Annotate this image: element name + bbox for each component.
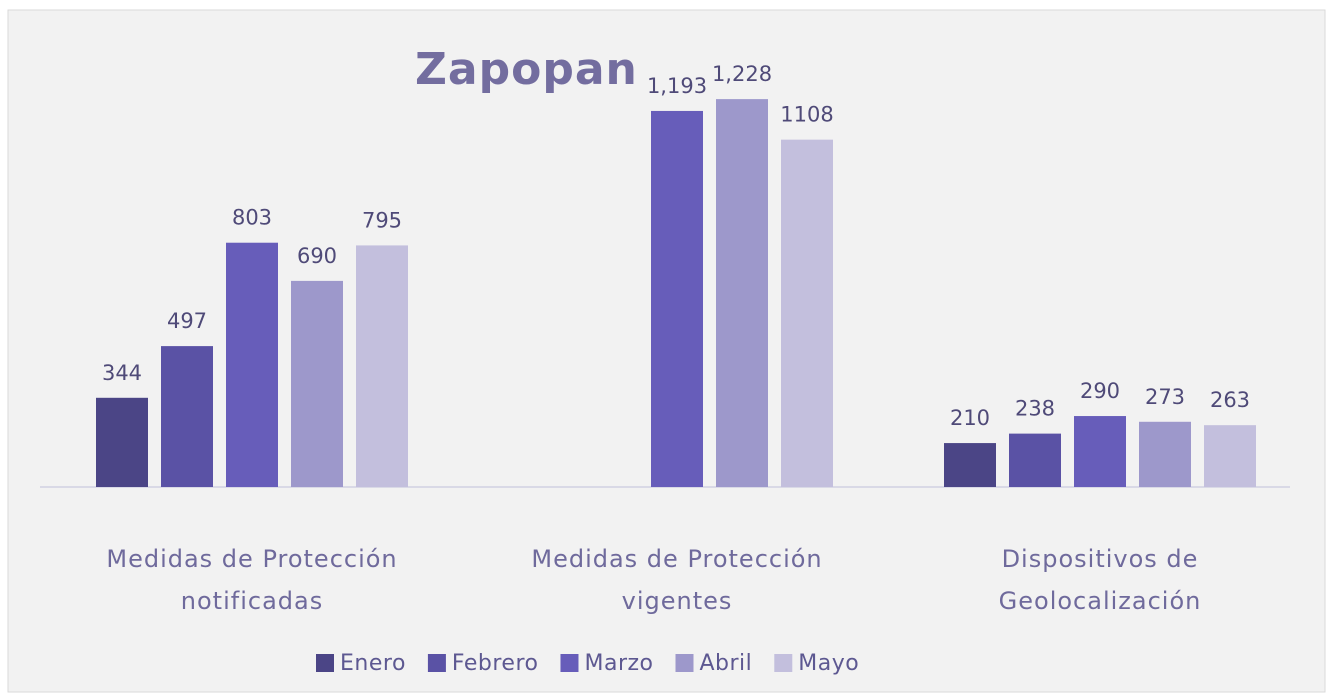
legend-swatch xyxy=(560,654,579,672)
bar xyxy=(356,245,408,487)
legend-swatch xyxy=(774,654,793,672)
bar xyxy=(96,397,148,487)
legend-swatch xyxy=(316,654,334,672)
legend-label: Mayo xyxy=(798,651,859,676)
bar xyxy=(161,346,213,487)
x-tick-label: Medidas de Protección notificadas xyxy=(106,545,397,615)
legend-label: Marzo xyxy=(584,651,653,676)
bar xyxy=(226,242,278,487)
data-label: 273 xyxy=(1145,385,1185,409)
data-label: 803 xyxy=(232,206,272,230)
bar xyxy=(1009,433,1061,487)
bar xyxy=(781,139,833,488)
bar xyxy=(291,280,343,487)
data-label: 238 xyxy=(1015,397,1055,421)
bar xyxy=(651,110,703,487)
data-label: 690 xyxy=(297,244,337,268)
chart-title: Zapopan xyxy=(415,44,638,95)
legend-label: Enero xyxy=(340,651,406,676)
data-label: 210 xyxy=(950,406,990,430)
data-label: 290 xyxy=(1080,379,1120,403)
data-label: 1,193 xyxy=(647,74,707,98)
x-tick-label: Dispositivos de Geolocalización xyxy=(999,545,1202,615)
legend-swatch xyxy=(427,654,446,672)
bar xyxy=(944,443,996,487)
data-label: 795 xyxy=(362,208,402,232)
bar xyxy=(1204,425,1256,487)
data-label: 344 xyxy=(102,361,142,385)
x-tick-label: Medidas de Protección vigentes xyxy=(531,545,822,615)
data-label: 1,228 xyxy=(712,62,772,86)
bar xyxy=(1074,416,1126,487)
data-label: 1108 xyxy=(780,103,833,127)
data-label: 497 xyxy=(167,309,207,333)
legend-label: Febrero xyxy=(452,651,539,676)
legend-label: Abril xyxy=(700,651,753,676)
legend-swatch xyxy=(675,654,694,672)
bar xyxy=(716,99,768,488)
bar xyxy=(1139,421,1191,487)
data-label: 263 xyxy=(1210,388,1250,412)
